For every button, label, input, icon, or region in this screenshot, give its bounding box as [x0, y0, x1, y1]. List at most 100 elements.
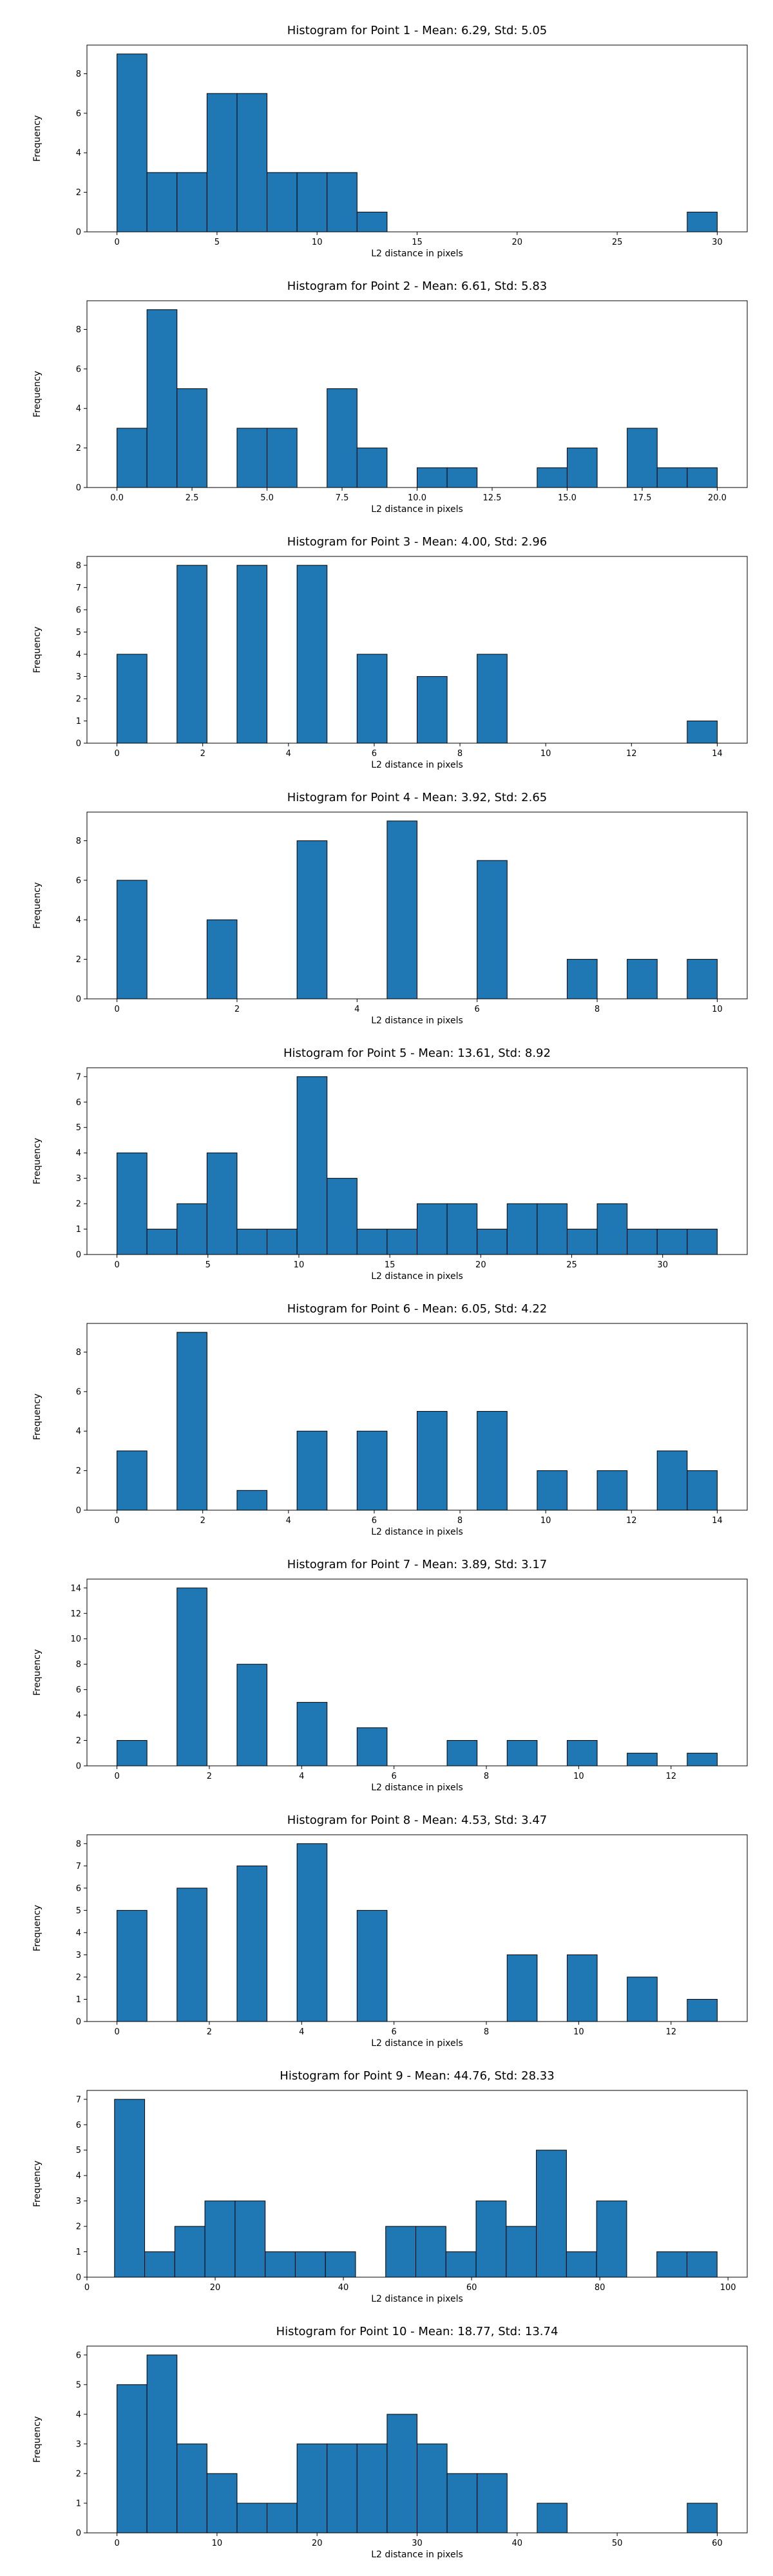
x-tick-label: 0 — [114, 1260, 119, 1270]
y-tick-label: 6 — [76, 2351, 81, 2360]
y-tick-label: 5 — [76, 1906, 81, 1916]
y-tick-label: 0 — [76, 228, 81, 238]
y-tick-label: 2 — [76, 444, 81, 453]
histogram-panel: Histogram for Point 1 - Mean: 6.29, Std:… — [0, 5, 773, 260]
histogram-bar — [446, 467, 478, 488]
histogram-panel: Histogram for Point 3 - Mean: 4.00, Std:… — [0, 516, 773, 771]
x-tick-label: 30 — [657, 1260, 668, 1270]
y-axis-label: Frequency — [32, 627, 43, 673]
x-tick-label: 20 — [312, 2539, 323, 2548]
x-tick-label: 50 — [612, 2539, 623, 2548]
histogram-bar — [236, 93, 268, 232]
y-tick-label: 12 — [70, 1609, 81, 1619]
x-tick-label: 8 — [484, 2027, 489, 2037]
x-tick-label: 8 — [484, 1772, 489, 1781]
y-tick-label: 4 — [76, 1711, 81, 1721]
x-tick-label: 0.0 — [110, 493, 124, 503]
x-axis-label: L2 distance in pixels — [371, 760, 463, 770]
y-axis-label: Frequency — [32, 1649, 43, 1696]
histogram-bar — [117, 428, 148, 488]
histogram-bar — [206, 93, 238, 232]
histogram-bar — [296, 1701, 328, 1766]
histogram-bar — [146, 1229, 178, 1255]
x-tick-label: 4 — [299, 1772, 304, 1781]
y-tick-label: 5 — [76, 2380, 81, 2390]
histogram-panel: Histogram for Point 9 - Mean: 44.76, Std… — [0, 2050, 773, 2305]
histogram-bar — [117, 1740, 148, 1766]
histogram-bar — [356, 211, 388, 232]
y-tick-label: 6 — [76, 605, 81, 615]
histogram-panel: Histogram for Point 7 - Mean: 3.89, Std:… — [0, 1539, 773, 1794]
histogram-bar — [177, 172, 207, 232]
y-tick-label: 2 — [76, 1973, 81, 1982]
y-tick-label: 1 — [76, 2499, 81, 2508]
histogram-bar — [327, 388, 358, 488]
x-tick-label: 80 — [595, 2283, 606, 2293]
histogram-bar — [687, 1752, 718, 1766]
histogram-bar — [477, 654, 508, 744]
histogram-bar — [236, 1663, 268, 1766]
histogram-bar — [177, 1332, 207, 1511]
y-tick-label: 0 — [76, 1251, 81, 1260]
y-tick-label: 7 — [76, 2095, 81, 2105]
x-tick-label: 10 — [540, 1516, 551, 1526]
histogram-bar — [356, 2443, 388, 2533]
x-tick-label: 0 — [114, 2539, 119, 2548]
histogram-bar — [117, 1450, 148, 1511]
x-tick-label: 20 — [210, 2283, 221, 2293]
y-tick-label: 4 — [76, 1149, 81, 1159]
y-tick-label: 3 — [76, 1174, 81, 1184]
histogram-svg: Histogram for Point 4 - Mean: 3.92, Std:… — [32, 791, 748, 1026]
y-tick-label: 0 — [76, 1506, 81, 1516]
chart-title: Histogram for Point 2 - Mean: 6.61, Std:… — [287, 279, 548, 293]
histogram-panel: Histogram for Point 8 - Mean: 4.53, Std:… — [0, 1795, 773, 2049]
x-tick-label: 15 — [385, 1260, 396, 1270]
histogram-bar — [114, 2099, 146, 2278]
y-tick-label: 4 — [76, 2172, 81, 2181]
histogram-bar — [236, 1229, 268, 1255]
histogram-bar — [477, 1229, 508, 1255]
x-tick-label: 2 — [200, 1516, 205, 1526]
histogram-panel: Histogram for Point 10 - Mean: 18.77, St… — [0, 2306, 773, 2561]
x-tick-label: 10 — [712, 1005, 723, 1014]
histogram-svg: Histogram for Point 2 - Mean: 6.61, Std:… — [32, 279, 748, 515]
x-tick-label: 60 — [466, 2283, 477, 2293]
histogram-bar — [627, 1976, 658, 2022]
y-tick-label: 14 — [70, 1584, 81, 1593]
x-tick-label: 20 — [475, 1260, 486, 1270]
chart-title: Histogram for Point 6 - Mean: 6.05, Std:… — [287, 1302, 548, 1316]
histogram-bar — [117, 1152, 148, 1255]
x-tick-label: 25 — [566, 1260, 577, 1270]
histogram-bar — [686, 2251, 718, 2278]
histogram-bar — [417, 676, 448, 744]
histogram-bar — [627, 959, 658, 999]
plot-frame — [86, 811, 748, 999]
y-tick-label: 6 — [76, 2121, 81, 2130]
histogram-bar — [385, 2226, 417, 2278]
histogram-bar — [656, 1450, 688, 1511]
histogram-bar — [506, 1203, 538, 1255]
histogram-bar — [537, 1470, 568, 1511]
histogram-svg: Histogram for Point 6 - Mean: 6.05, Std:… — [32, 1302, 748, 1537]
y-tick-label: 6 — [76, 876, 81, 886]
histogram-bar — [356, 1909, 388, 2022]
histogram-bar — [236, 2503, 268, 2533]
x-tick-label: 10 — [540, 749, 551, 759]
histogram-bar — [177, 1587, 207, 1766]
x-tick-label: 8 — [457, 1516, 463, 1526]
histogram-bar — [537, 467, 568, 488]
histogram-bar — [174, 2226, 205, 2278]
x-tick-label: 25 — [612, 238, 623, 247]
y-tick-label: 0 — [76, 2273, 81, 2283]
histogram-bar — [236, 565, 268, 744]
y-axis-label: Frequency — [32, 1905, 43, 1951]
histogram-bar — [627, 1229, 658, 1255]
x-tick-label: 40 — [338, 2283, 349, 2293]
y-tick-label: 3 — [76, 672, 81, 682]
histogram-bar — [325, 2251, 356, 2278]
histogram-svg: Histogram for Point 9 - Mean: 44.76, Std… — [32, 2069, 748, 2304]
histogram-bar — [386, 820, 418, 999]
histogram-bar — [446, 1203, 478, 1255]
x-tick-label: 6 — [392, 1772, 397, 1781]
